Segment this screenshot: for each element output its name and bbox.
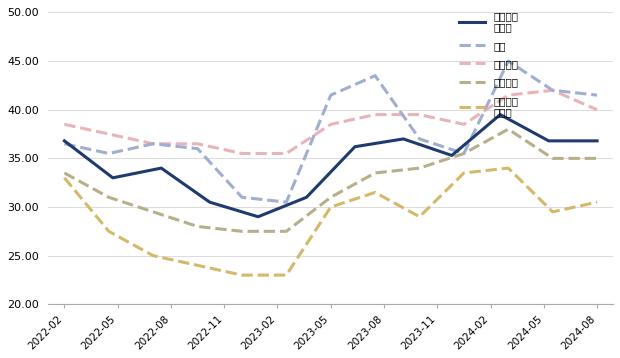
Legend: 消费者信
心指数, 就业, 收入增长, 整体生活, 耐用品购
买意愿: 消费者信 心指数, 就业, 收入增长, 整体生活, 耐用品购 买意愿 (455, 6, 523, 121)
